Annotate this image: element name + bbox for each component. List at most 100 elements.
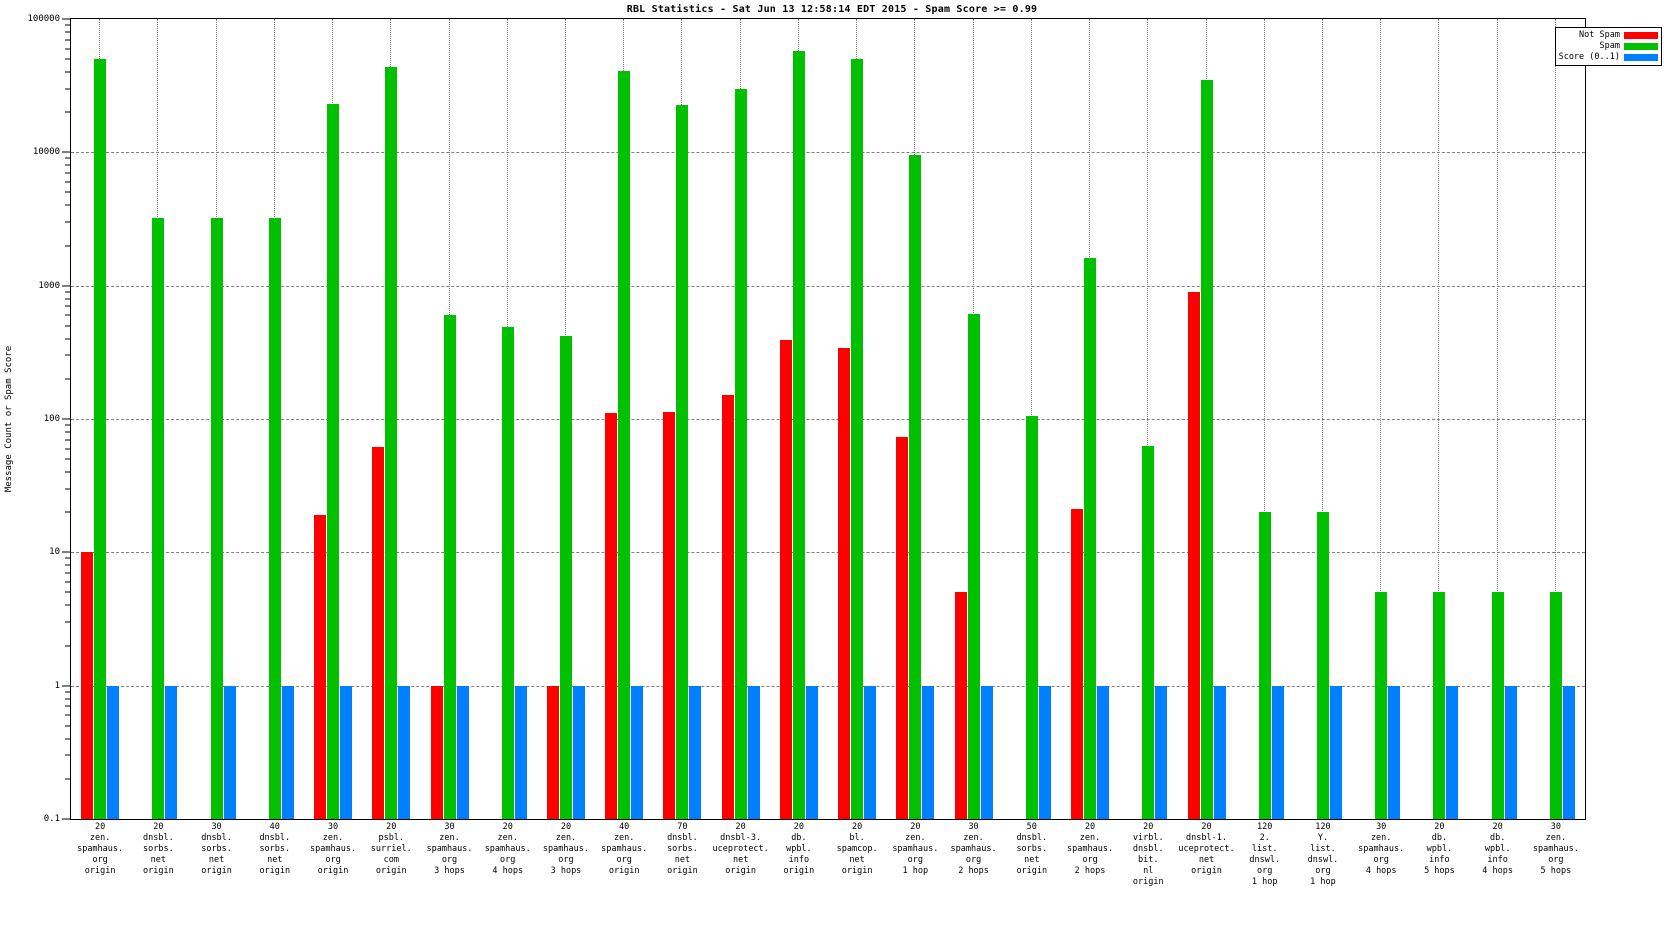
bar-group [430, 19, 470, 819]
x-label-line: list. [1310, 844, 1336, 854]
bar-spam [1316, 512, 1329, 819]
x-label-line: wpbl. [786, 844, 812, 854]
x-label-count: 20 [153, 822, 164, 832]
x-axis-tick-label: 20 zen. spamhaus. org 3 hops [543, 822, 589, 877]
x-label-line: list. [1251, 844, 1278, 854]
bar-spam [443, 315, 456, 819]
x-label-line: org [1257, 866, 1273, 876]
bar-score [514, 685, 527, 819]
bar-score [1097, 685, 1110, 819]
legend: Not Spam Spam Score (0..1) [1554, 27, 1662, 66]
y-tick-minor [65, 58, 70, 60]
x-label-line: spamhaus. [1067, 844, 1114, 854]
x-label-line: net [674, 855, 691, 865]
y-tick-minor [65, 621, 70, 623]
x-label-line: uceprotect. [712, 844, 769, 854]
y-tick-minor [65, 164, 70, 166]
x-label-line: zen. [1370, 833, 1392, 843]
page-title: RBL Statistics - Sat Jun 13 12:58:14 EDT… [626, 4, 1038, 15]
x-label-count: 30 [327, 822, 339, 832]
y-tick-minor [65, 291, 70, 293]
bar-spam [618, 70, 631, 819]
x-label-line: net [732, 855, 749, 865]
bar-group [1129, 19, 1168, 819]
bar-spam [1491, 592, 1504, 819]
y-tick-minor [65, 39, 70, 41]
bar-score [281, 685, 294, 819]
x-label-line: org [558, 855, 574, 865]
x-label-line: dnsbl. [259, 833, 291, 843]
gridline-vertical [1438, 19, 1440, 819]
bar-score [1213, 685, 1226, 819]
x-label-line: virbl. [1132, 833, 1164, 843]
x-axis-tick-label: 30 dnsbl. sorbs. net origin [201, 822, 232, 877]
legend-label: Not Spam [1579, 30, 1620, 40]
x-axis-tick-label: 20 db. wpbl. info origin [784, 822, 815, 877]
x-axis-tick-label: 50 dnsbl. sorbs. net origin [1016, 822, 1047, 877]
y-tick-minor [65, 591, 70, 593]
x-label-line: info [1487, 855, 1508, 865]
y-tick-minor [65, 424, 70, 426]
y-tick-label: 100 [43, 414, 60, 424]
y-tick-label: 1000 [38, 280, 60, 291]
bar-spam [94, 59, 107, 819]
bar-group [1304, 19, 1343, 819]
x-label-line: 5 hops [1424, 866, 1455, 876]
x-label-count: 20 [851, 822, 863, 832]
bar-group [81, 19, 120, 819]
bar-notspam [372, 446, 385, 819]
x-label-count: 30 [444, 822, 455, 832]
x-label-line: org [1315, 866, 1331, 876]
bar-notspam [81, 552, 94, 819]
x-label-line: origin [1132, 877, 1164, 887]
bar-score [1446, 685, 1459, 819]
y-axis: 100000 10000 1000 100 10 1 0.1 [0, 14, 70, 824]
y-tick-minor [65, 204, 70, 206]
bar-score [1388, 685, 1401, 819]
x-label-line: 2 hops [1074, 866, 1106, 876]
y-tick-minor [65, 111, 70, 113]
x-label-line: zen. [89, 833, 111, 843]
x-label-line: spamhaus. [1532, 844, 1579, 854]
y-tick-minor [65, 431, 70, 433]
bar-score [572, 685, 585, 819]
y-tick-minor [65, 581, 70, 583]
y-tick-minor [65, 488, 70, 490]
bar-spam [1084, 258, 1097, 819]
gridline-horizontal [71, 552, 1585, 554]
x-label-line: origin [725, 866, 756, 876]
x-label-line: net [849, 855, 865, 865]
y-tick-minor [65, 705, 70, 707]
gridline-horizontal [71, 152, 1585, 154]
x-label-count: 40 [269, 822, 280, 832]
bar-spam [327, 104, 340, 819]
bar-spam [851, 59, 864, 819]
bar-group [1187, 19, 1227, 819]
x-label-line: zen. [1079, 833, 1101, 843]
x-label-line: info [788, 855, 810, 865]
x-label-count: 20 [793, 822, 804, 832]
x-label-line: zen. [963, 833, 984, 843]
bar-group [1071, 19, 1110, 819]
x-label-line: spamhaus. [892, 844, 939, 854]
x-label-count: 20 [910, 822, 921, 832]
x-axis-tick-label: 40 dnsbl. sorbs. net origin [259, 822, 290, 877]
x-label-line: zen. [1545, 833, 1567, 843]
bar-spam [210, 218, 223, 819]
x-label-line: origin [142, 866, 174, 876]
bar-group [1362, 19, 1401, 819]
gridline-horizontal [71, 285, 1585, 287]
x-axis-tick-label: 20 zen. spamhaus. org 1 hop [892, 822, 938, 877]
bar-score [398, 685, 411, 819]
x-label-count: 20 [560, 822, 572, 832]
bar-spam [967, 314, 980, 819]
x-label-line: zen. [905, 833, 926, 843]
bar-spam [152, 218, 165, 819]
x-label-line: org [616, 855, 632, 865]
legend-label: Score (0..1) [1558, 52, 1620, 62]
y-tick-minor [65, 564, 70, 566]
x-axis-tick-label: 20 dnsbl-3. uceprotect. net origin [712, 822, 768, 877]
x-label-line: bl. [849, 833, 865, 843]
bar-score [747, 685, 760, 819]
